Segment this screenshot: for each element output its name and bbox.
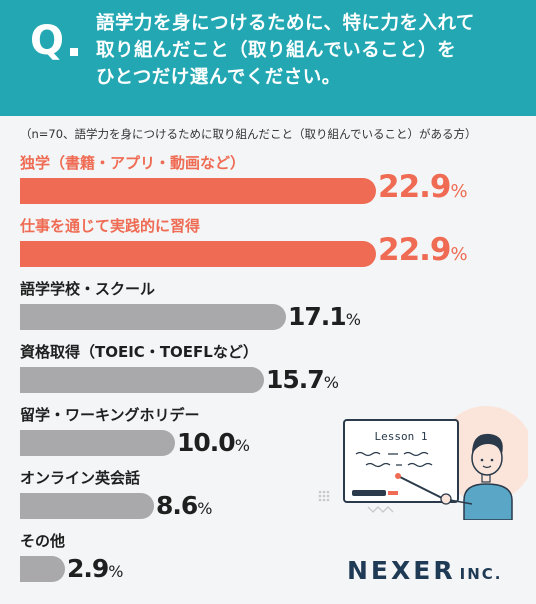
eraser (388, 491, 398, 495)
scribble-line (365, 462, 433, 468)
value-label: 15.7% (266, 367, 339, 392)
question-line: ひとつだけ選んでください。 (96, 67, 341, 88)
value-label: 17.1% (288, 304, 361, 329)
question-line: 語学力を身につけるために、特に力を入れて (96, 13, 475, 34)
bar (20, 304, 286, 330)
pointer-tip (395, 473, 401, 479)
value-number: 22.9 (378, 169, 451, 205)
bar (20, 241, 376, 267)
logo-suffix: INC. (459, 565, 503, 583)
category-label: 仕事を通じて実践的に習得 (20, 217, 201, 235)
category-label: その他 (20, 532, 66, 550)
bar (20, 367, 264, 393)
sample-note: （n=70、語学力を身につけるために取り組んだこと（取り組んでいること）がある方… (20, 127, 477, 141)
scribble-line (355, 451, 429, 457)
logo-name: NEXER (347, 556, 456, 585)
person-arm (449, 499, 473, 505)
board-tray (352, 490, 386, 496)
value-unit: % (108, 562, 124, 581)
q-mark-dot (70, 48, 78, 56)
value-label: 8.6% (156, 493, 213, 518)
value-number: 2.9 (67, 554, 109, 583)
whiteboard (343, 419, 459, 503)
value-label: 22.9% (378, 235, 468, 266)
question-line: 取り組んだこと（取り組んでいること）を (96, 40, 457, 61)
company-logo: NEXER INC. (347, 556, 502, 585)
bar (20, 556, 65, 582)
value-number: 17.1 (288, 302, 347, 331)
question-header: Q 語学力を身につけるために、特に力を入れて 取り組んだこと（取り組んでいること… (0, 0, 536, 116)
category-label: 資格取得（TOEIC・TOEFLなど） (20, 343, 258, 361)
value-label: 2.9% (67, 556, 124, 581)
q-mark: Q (30, 18, 64, 64)
value-number: 10.0 (177, 428, 236, 457)
value-unit: % (345, 310, 361, 329)
category-label: 独学（書籍・アプリ・動画など） (20, 154, 246, 172)
value-unit: % (450, 181, 468, 202)
lesson-illustration-icon: Lesson 1 (318, 406, 528, 520)
category-label: 語学学校・スクール (20, 280, 156, 298)
value-number: 15.7 (266, 365, 325, 394)
value-label: 10.0% (177, 430, 250, 455)
person-body (463, 483, 513, 520)
pointer-stick (397, 475, 443, 499)
person-hair (472, 433, 503, 454)
value-unit: % (197, 499, 213, 518)
bar (20, 493, 154, 519)
value-unit: % (234, 436, 250, 455)
value-number: 22.9 (378, 232, 451, 268)
value-unit: % (450, 244, 468, 265)
bar (20, 430, 175, 456)
hand (440, 493, 452, 505)
category-label: 留学・ワーキングホリデー (20, 406, 200, 424)
dot-pattern (318, 490, 330, 502)
value-label: 22.9% (378, 172, 468, 203)
value-number: 8.6 (156, 491, 198, 520)
board-text: Lesson 1 (375, 430, 428, 443)
value-unit: % (323, 373, 339, 392)
question-text: 語学力を身につけるために、特に力を入れて 取り組んだこと（取り組んでいること）を… (96, 10, 526, 91)
category-label: オンライン英会話 (20, 469, 141, 487)
bar (20, 178, 376, 204)
zigzag (367, 506, 394, 513)
